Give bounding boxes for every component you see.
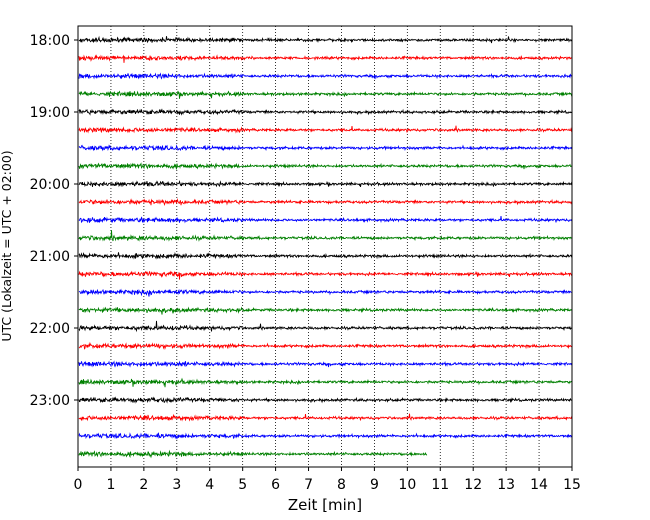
x-axis-label: Zeit [min] — [288, 496, 362, 514]
x-tick-label: 7 — [304, 477, 313, 493]
y-tick-label: 18:00 — [30, 33, 70, 49]
trace-1830 — [78, 72, 573, 80]
y-tick-label: 21:00 — [30, 249, 70, 265]
trace-2345 — [78, 449, 428, 459]
trace-2000 — [78, 179, 573, 188]
y-tick-label: 19:00 — [30, 105, 70, 121]
x-tick-label: 8 — [337, 477, 346, 493]
y-tick-label: 22:00 — [30, 321, 70, 337]
x-tick-label: 14 — [530, 477, 548, 493]
trace-2115 — [78, 270, 573, 280]
trace-2330 — [78, 432, 573, 440]
trace-1800 — [78, 35, 573, 44]
trace-2145 — [78, 306, 573, 315]
trace-2130 — [78, 288, 573, 297]
trace-1915 — [78, 125, 573, 134]
trace-1815 — [78, 54, 573, 63]
trace-2045 — [78, 230, 573, 242]
trace-2100 — [78, 252, 573, 260]
trace-1900 — [78, 108, 573, 116]
trace-1945 — [78, 162, 573, 171]
x-tick-label: 3 — [172, 477, 181, 493]
plot-frame — [77, 25, 573, 468]
x-tick-label: 2 — [139, 477, 148, 493]
x-tick-label: 0 — [74, 477, 83, 493]
x-tick-label: 13 — [497, 477, 515, 493]
x-tick-label: 1 — [106, 477, 115, 493]
x-tick-label: 15 — [563, 477, 581, 493]
trace-2215 — [78, 341, 573, 351]
x-tick-label: 10 — [398, 477, 416, 493]
trace-2300 — [78, 396, 573, 404]
trace-2200 — [78, 320, 573, 333]
y-axis-ticks: 18:00 19:00 20:00 21:00 22:00 23:00 — [30, 33, 78, 409]
x-tick-label: 6 — [271, 477, 280, 493]
x-tick-label: 4 — [205, 477, 214, 493]
x-tick-label: 5 — [238, 477, 247, 493]
trace-2015 — [78, 197, 573, 206]
trace-2030 — [78, 216, 573, 224]
y-axis-label: UTC (Lokalzeit = UTC + 02:00) — [0, 150, 14, 341]
trace-2315 — [78, 413, 573, 422]
y-tick-label: 23:00 — [30, 393, 70, 409]
trace-1845 — [78, 90, 573, 99]
trace-1930 — [78, 144, 573, 152]
trace-2245 — [78, 377, 573, 388]
seismic-traces — [78, 35, 573, 459]
x-tick-label: 11 — [431, 477, 449, 493]
x-axis-ticks: 0 1 2 3 4 5 6 7 8 9 10 11 12 13 14 15 — [74, 467, 581, 493]
x-tick-label: 12 — [464, 477, 482, 493]
trace-2230 — [78, 360, 573, 368]
x-tick-label: 9 — [370, 477, 379, 493]
y-tick-label: 20:00 — [30, 177, 70, 193]
